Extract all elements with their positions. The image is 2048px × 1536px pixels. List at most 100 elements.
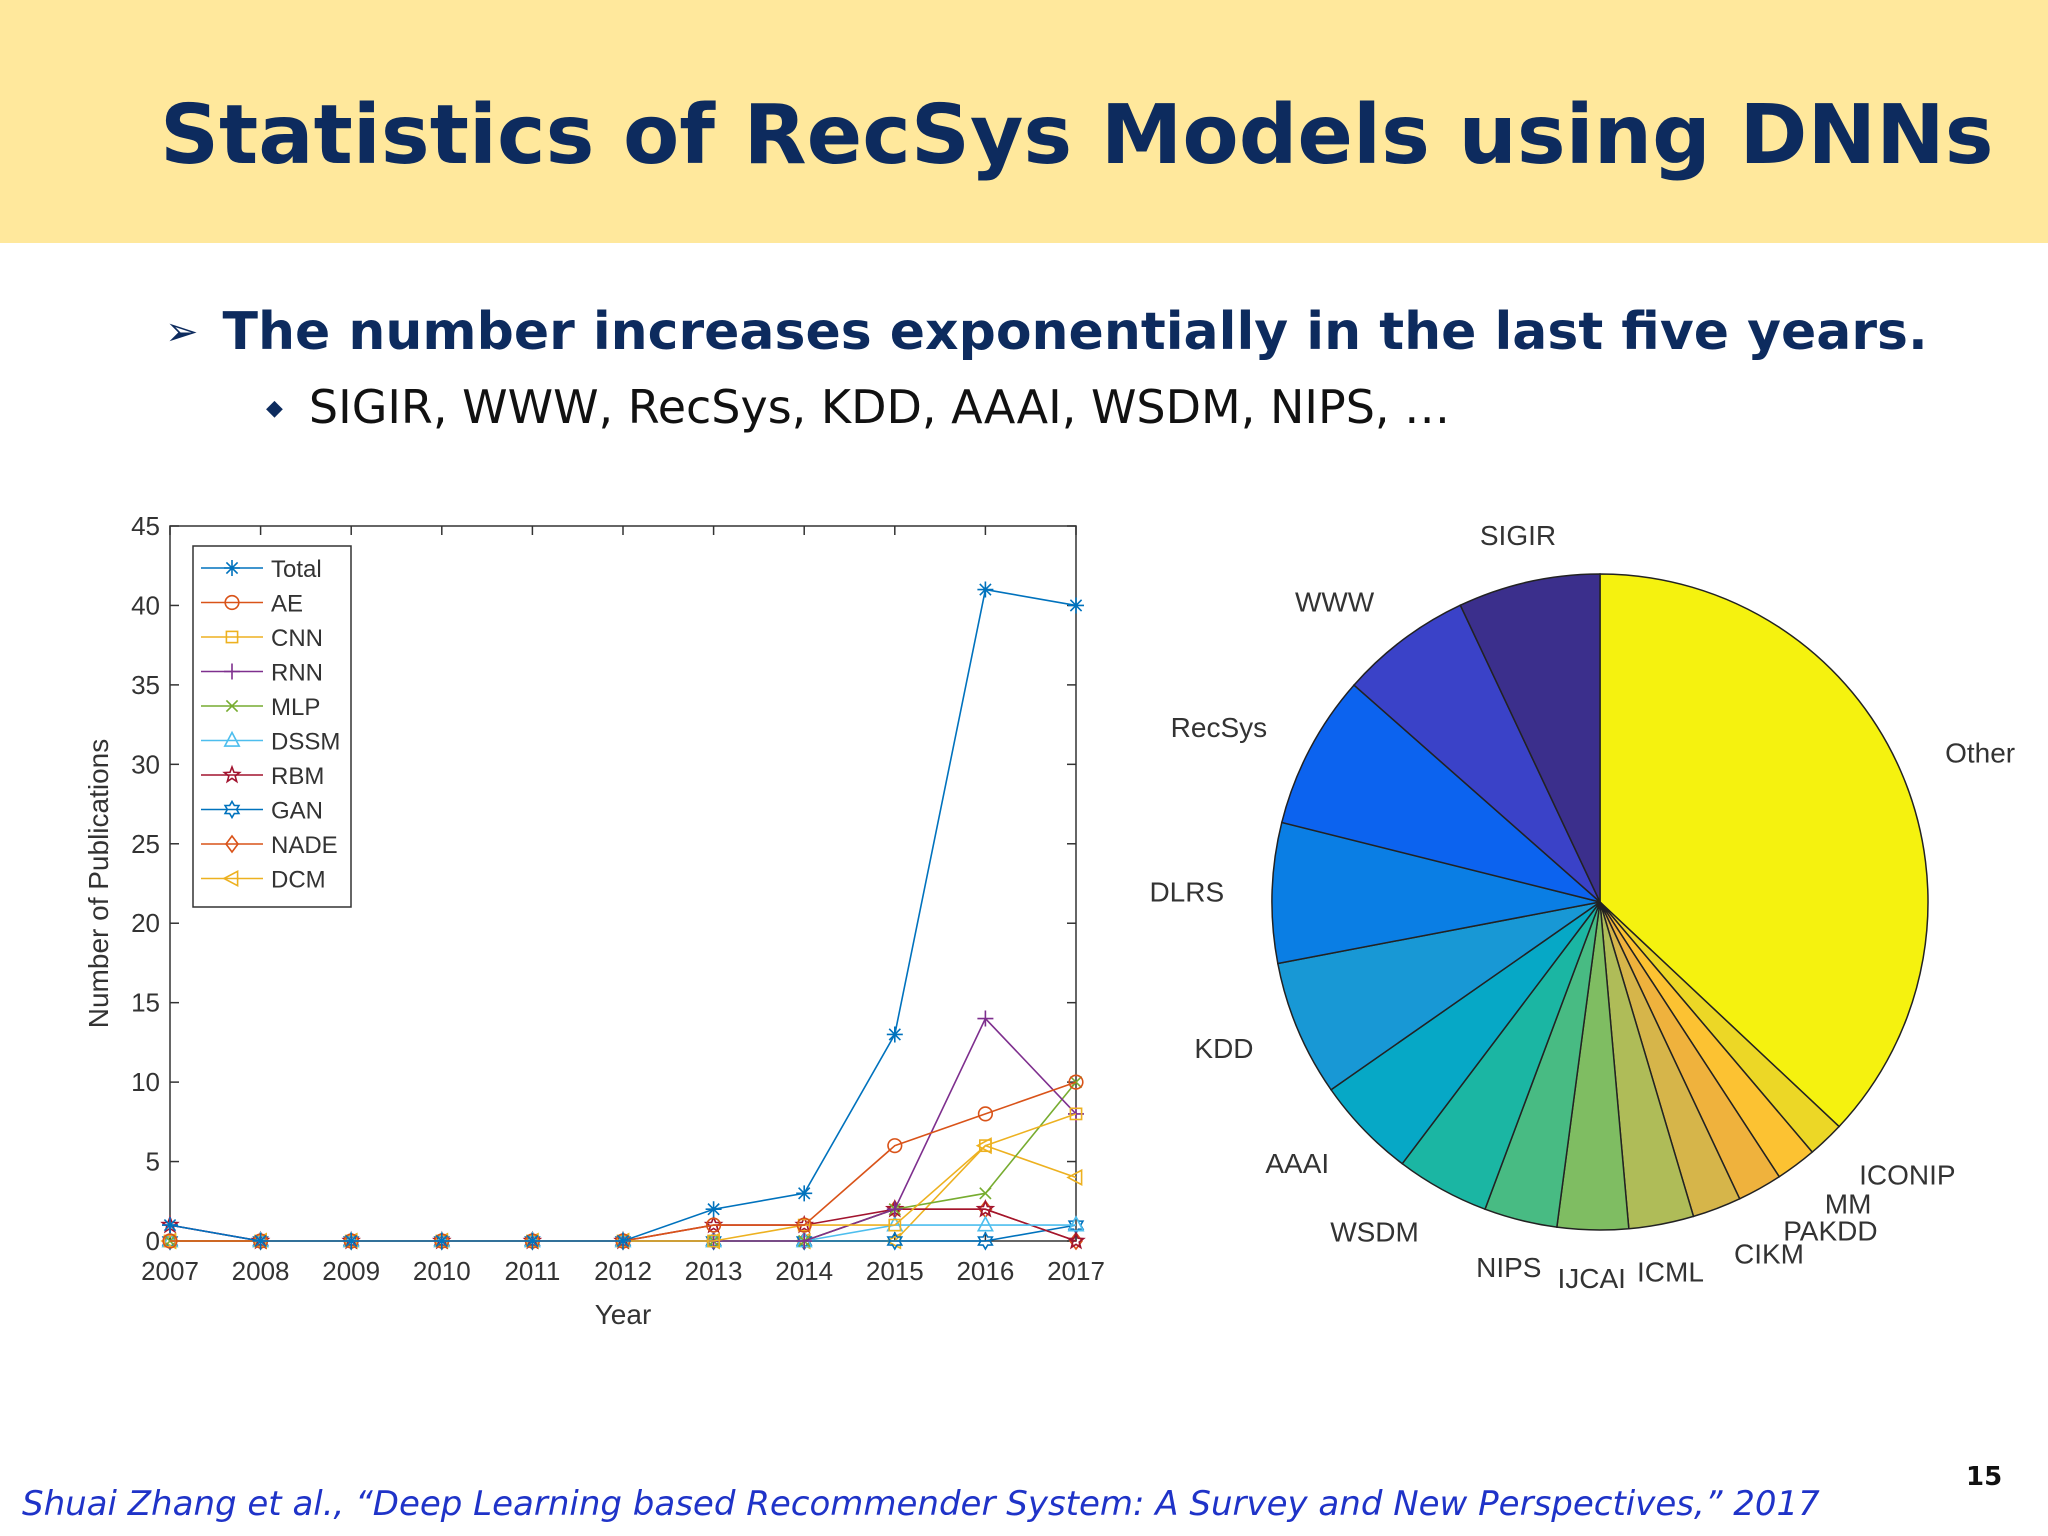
pie-slice-recsys: [1280, 684, 1601, 903]
marker-plus: [224, 663, 240, 680]
marker-triangle: [1067, 1215, 1085, 1232]
legend-label: DCM: [271, 867, 326, 894]
marker-circle: [796, 1217, 812, 1233]
pie-label: WSDM: [1330, 1216, 1419, 1247]
x-tick-label: 2007: [141, 1256, 199, 1286]
marker-x: [225, 699, 239, 713]
x-tick-label: 2012: [594, 1256, 652, 1286]
marker-hexagram: [161, 1231, 179, 1251]
marker-triangle: [223, 730, 241, 747]
x-tick-label: 2008: [232, 1256, 290, 1286]
y-tick-label: 10: [131, 1067, 160, 1097]
legend-entry: MLP: [201, 694, 320, 721]
pie-slice-sigir: [1459, 573, 1601, 903]
pie-label: AAAI: [1265, 1148, 1329, 1179]
bullet-main-text: The number increases exponentially in th…: [222, 302, 1928, 362]
y-tick-label: 5: [146, 1147, 160, 1177]
marker-square: [225, 630, 239, 644]
marker-circle: [224, 594, 240, 611]
pie-slice-www: [1352, 604, 1601, 903]
pie-label: SIGIR: [1480, 520, 1556, 551]
marker-triangle-left: [222, 869, 239, 888]
pie-label: CIKM: [1734, 1238, 1804, 1269]
x-axis-label: Year: [595, 1299, 652, 1330]
pie-label: Other: [1945, 738, 2015, 769]
marker-plus: [886, 1201, 903, 1218]
marker-square: [1069, 1107, 1083, 1121]
pie-label: KDD: [1194, 1033, 1253, 1064]
marker-square: [707, 1234, 720, 1248]
marker-asterisk: [524, 1233, 541, 1249]
marker-asterisk: [252, 1233, 269, 1249]
marker-circle: [162, 1233, 178, 1249]
pie-label: IJCAI: [1557, 1263, 1625, 1294]
pie-label: ICONIP: [1859, 1159, 1955, 1190]
y-tick-label: 20: [131, 908, 160, 938]
legend-entry: NADE: [201, 832, 338, 859]
marker-asterisk: [162, 1217, 178, 1234]
x-tick-label: 2010: [413, 1256, 471, 1286]
marker-hexagram: [886, 1231, 904, 1251]
marker-hexagram: [977, 1231, 994, 1251]
x-tick-label: 2016: [956, 1256, 1014, 1286]
marker-x: [1069, 1075, 1083, 1089]
marker-pentagram: [1066, 1230, 1086, 1250]
legend-entry: Total: [201, 556, 322, 583]
publications-line-chart: 2007 2008 2009 2010 2011 2012 2013 2014 2015 2016…: [83, 511, 1105, 1330]
citation: Shuai Zhang et al., “Deep Learning based…: [22, 1484, 1820, 1524]
marker-plus: [796, 1233, 813, 1249]
series-total: [162, 581, 1084, 1249]
y-tick-label: 0: [146, 1226, 160, 1256]
y-tick-label: 25: [131, 829, 160, 859]
marker-circle: [705, 1217, 722, 1233]
marker-x: [979, 1187, 992, 1200]
legend-label: CNN: [271, 625, 323, 652]
y-tick-label: 35: [131, 670, 160, 700]
marker-asterisk: [796, 1185, 813, 1202]
pie-label: PAKDD: [1783, 1215, 1877, 1246]
slide-title: Statistics of RecSys Models using DNNs: [160, 88, 1994, 183]
x-tick-label: 2015: [866, 1256, 924, 1286]
title-band: [0, 0, 2048, 243]
legend-label: GAN: [271, 798, 323, 825]
legend-entry: DSSM: [201, 729, 340, 756]
y-axis-label: Number of Publications: [83, 739, 114, 1028]
marker-plus: [977, 1010, 994, 1027]
marker-pentagram: [975, 1198, 996, 1218]
marker-circle: [977, 1106, 994, 1122]
marker-square: [978, 1139, 992, 1153]
y-tick-label: 45: [131, 511, 160, 541]
marker-asterisk: [615, 1233, 631, 1249]
marker-hexagram: [223, 799, 241, 820]
legend-entry: CNN: [201, 625, 323, 652]
pie-label: NIPS: [1476, 1252, 1541, 1283]
bullet-sub: ◆ SIGIR, WWW, RecSys, KDD, AAAI, WSDM, NI…: [266, 380, 1450, 434]
marker-circle: [1068, 1074, 1084, 1090]
arrow-bullet-icon: ➢: [165, 309, 199, 355]
marker-asterisk: [705, 1201, 722, 1218]
x-tick-label: 2014: [775, 1256, 833, 1286]
legend-entry: RNN: [201, 660, 323, 687]
marker-square: [888, 1218, 902, 1232]
legend-label: DSSM: [271, 729, 340, 756]
y-tick-label: 40: [131, 590, 160, 620]
legend-label: Total: [271, 556, 322, 583]
marker-triangle: [976, 1215, 994, 1232]
x-tick-label: 2011: [504, 1256, 560, 1286]
pie-slice-kdd: [1276, 901, 1601, 1091]
marker-asterisk: [1068, 597, 1084, 614]
marker-asterisk: [433, 1233, 450, 1249]
legend-entry: DCM: [201, 867, 326, 894]
bullet-sub-text: SIGIR, WWW, RecSys, KDD, AAAI, WSDM, NIP…: [308, 380, 1451, 434]
legend-label: AE: [271, 591, 303, 618]
marker-diamond: [225, 834, 239, 854]
y-tick-label: 30: [131, 749, 160, 779]
marker-circle: [887, 1138, 903, 1154]
legend-box: [192, 545, 352, 908]
pie-slice-other: [1599, 573, 1929, 1128]
legend-entry: GAN: [201, 798, 323, 825]
x-tick-label: 2017: [1047, 1256, 1105, 1286]
marker-asterisk: [886, 1026, 903, 1043]
marker-triangle-left: [1066, 1168, 1083, 1186]
